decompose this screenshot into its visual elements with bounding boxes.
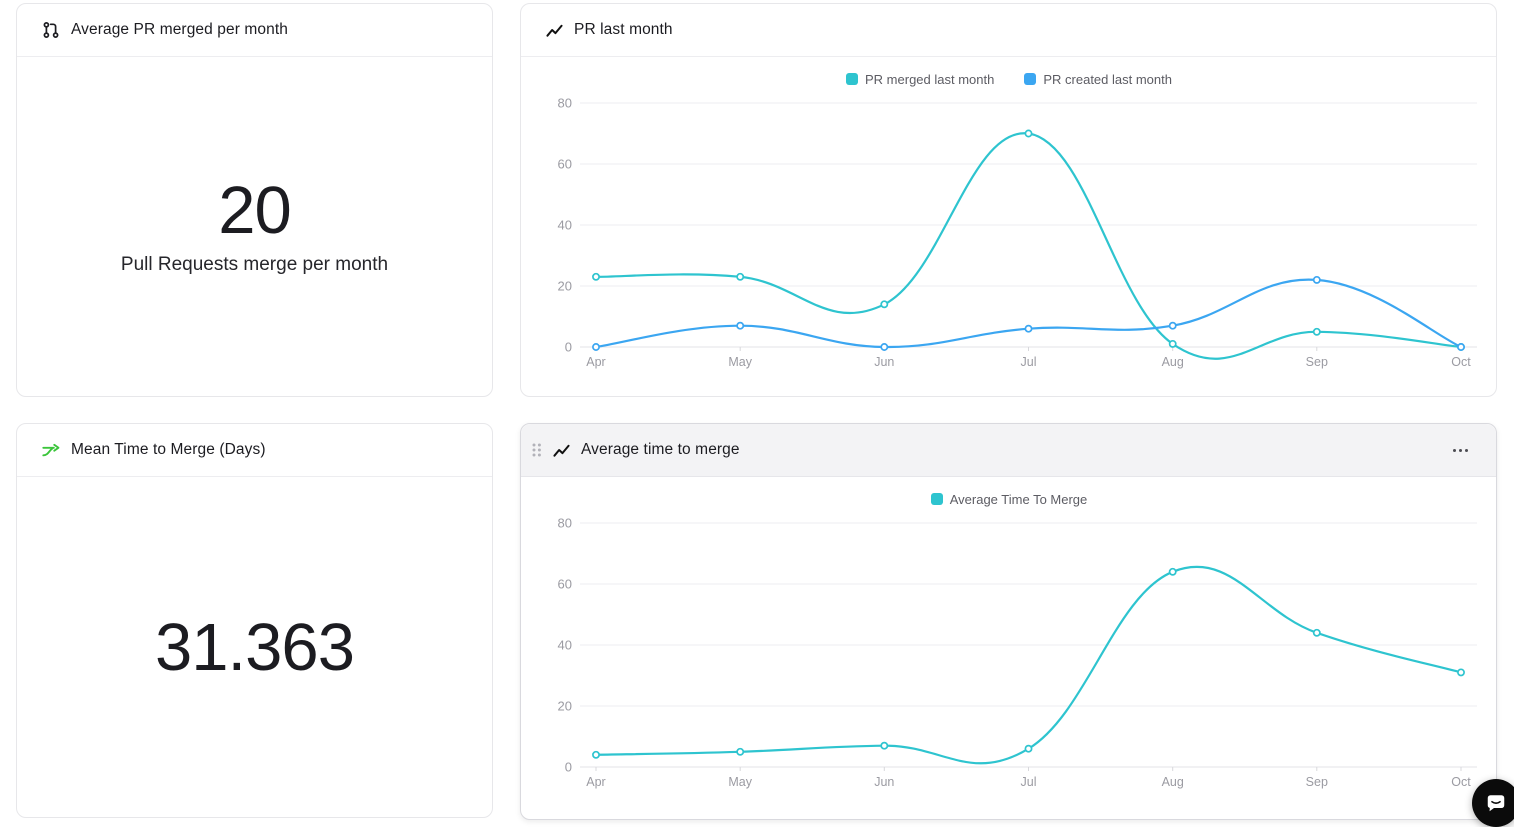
- more-options-button[interactable]: [1449, 445, 1472, 456]
- stat-card-mean-time-to-merge: Mean Time to Merge (Days) 31.363: [16, 423, 493, 818]
- series-line: [594, 565, 1463, 765]
- x-tick-label: May: [728, 355, 752, 369]
- legend-swatch-icon: [930, 493, 943, 505]
- data-point[interactable]: [736, 321, 745, 330]
- stat-card-avg-pr-merged: Average PR merged per month 20 Pull Requ…: [16, 3, 493, 397]
- y-tick-label: 0: [565, 760, 572, 775]
- chart-legend: PR merged last month PR created last mont…: [542, 69, 1476, 89]
- legend-label: PR created last month: [1043, 71, 1172, 87]
- data-point[interactable]: [592, 343, 600, 351]
- x-tick-label: Aug: [1162, 355, 1184, 369]
- legend-label: Average Time To Merge: [949, 491, 1088, 507]
- card-header: PR last month: [521, 4, 1496, 57]
- pull-request-icon: [41, 20, 61, 40]
- y-tick-label: 60: [558, 577, 572, 592]
- drag-handle-icon[interactable]: [531, 442, 542, 458]
- y-tick-label: 80: [558, 96, 572, 111]
- card-title: Mean Time to Merge (Days): [71, 441, 266, 458]
- merge-arrow-icon: [41, 442, 61, 459]
- chart-legend: Average Time To Merge: [542, 489, 1476, 509]
- chart-container: 0 20 40 60 80 Apr May Jun Jul Aug Sep Oct: [542, 93, 1477, 378]
- y-tick-label: 20: [558, 699, 572, 714]
- card-title: Average PR merged per month: [71, 21, 288, 38]
- line-chart-icon: [552, 442, 571, 459]
- data-point[interactable]: [1312, 628, 1321, 637]
- legend-label: PR merged last month: [865, 71, 995, 87]
- card-header: Average PR merged per month: [17, 4, 492, 57]
- chart-body: PR merged last month PR created last mont…: [521, 57, 1496, 378]
- data-point[interactable]: [880, 300, 889, 309]
- data-point[interactable]: [1312, 275, 1321, 284]
- ellipsis-icon: [1453, 448, 1456, 452]
- stat-body: 31.363: [17, 477, 492, 817]
- x-tick-label: Jun: [874, 775, 894, 789]
- chart-card-avg-time-to-merge: Average time to merge Average Time To Me…: [520, 423, 1497, 820]
- y-tick-label: 60: [558, 157, 572, 172]
- y-tick-label: 20: [558, 279, 572, 294]
- x-tick-label: Sep: [1306, 775, 1328, 789]
- x-tick-label: Jul: [1021, 775, 1037, 789]
- x-tick-label: Sep: [1306, 355, 1328, 369]
- stat-value: 31.363: [155, 609, 355, 685]
- x-tick-label: Oct: [1451, 775, 1471, 789]
- card-header: Average time to merge: [521, 424, 1496, 477]
- card-title: Average time to merge: [581, 441, 740, 458]
- series-line: [594, 278, 1463, 349]
- stat-caption: Pull Requests merge per month: [120, 254, 389, 275]
- chart-container: 0 20 40 60 80 Apr May Jun Jul Aug Sep Oct: [542, 513, 1477, 798]
- data-point[interactable]: [1024, 129, 1033, 138]
- y-tick-label: 0: [565, 340, 572, 355]
- data-point[interactable]: [1024, 324, 1033, 333]
- line-chart[interactable]: 0 20 40 60 80 Apr May Jun Jul Aug Sep Oct: [542, 93, 1477, 373]
- data-point[interactable]: [1457, 343, 1465, 351]
- legend-item[interactable]: PR merged last month: [846, 72, 994, 87]
- chart-card-pr-last-month: PR last month PR merged last month PR cre…: [520, 3, 1497, 397]
- data-point[interactable]: [880, 741, 889, 750]
- x-tick-label: Oct: [1451, 355, 1471, 369]
- line-chart[interactable]: 0 20 40 60 80 Apr May Jun Jul Aug Sep Oct: [542, 513, 1477, 793]
- legend-item[interactable]: PR created last month: [1024, 72, 1172, 87]
- legend-swatch-icon: [1024, 73, 1037, 85]
- y-tick-label: 80: [558, 516, 572, 531]
- y-tick-label: 40: [558, 638, 572, 653]
- legend-swatch-icon: [846, 73, 859, 85]
- data-point[interactable]: [1168, 321, 1177, 330]
- data-point[interactable]: [880, 343, 889, 351]
- data-point[interactable]: [592, 750, 600, 759]
- data-point[interactable]: [736, 747, 745, 756]
- x-tick-label: Apr: [586, 355, 605, 369]
- card-header: Mean Time to Merge (Days): [17, 424, 492, 477]
- chat-launcher-button[interactable]: [1472, 779, 1514, 827]
- stat-body: 20 Pull Requests merge per month: [17, 57, 492, 396]
- data-point[interactable]: [1024, 744, 1033, 753]
- stat-value: 20: [218, 173, 292, 248]
- x-tick-label: Jun: [874, 355, 894, 369]
- data-point[interactable]: [592, 272, 600, 281]
- legend-item[interactable]: Average Time To Merge: [930, 491, 1088, 507]
- x-tick-label: Apr: [586, 775, 605, 789]
- x-tick-label: May: [728, 775, 752, 789]
- data-point[interactable]: [1312, 327, 1321, 336]
- y-tick-label: 40: [558, 218, 572, 233]
- data-point[interactable]: [736, 272, 745, 281]
- data-point[interactable]: [1168, 567, 1177, 576]
- x-tick-label: Aug: [1162, 775, 1184, 789]
- line-chart-icon: [545, 22, 564, 39]
- card-title: PR last month: [574, 21, 673, 38]
- x-tick-label: Jul: [1021, 355, 1037, 369]
- data-point[interactable]: [1168, 339, 1177, 348]
- chat-bubble-icon: [1485, 792, 1507, 814]
- data-point[interactable]: [1457, 668, 1465, 677]
- chart-body: Average Time To Merge 0 20 40 60 80 Apr May Jun…: [521, 477, 1496, 798]
